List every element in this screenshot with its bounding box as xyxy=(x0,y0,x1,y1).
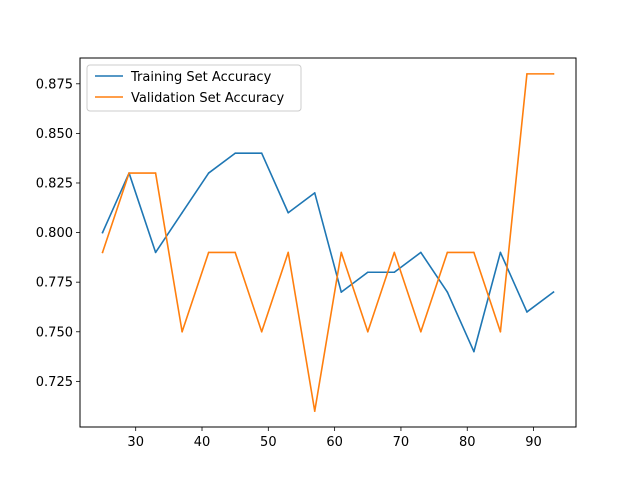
data-point xyxy=(234,152,236,155)
data-point xyxy=(446,251,449,254)
y-tick-label: 0.800 xyxy=(36,226,73,241)
data-point xyxy=(101,231,104,234)
data-point xyxy=(552,291,555,293)
legend-box xyxy=(86,64,302,112)
data-point xyxy=(473,251,475,254)
data-point xyxy=(154,172,157,174)
data-point xyxy=(393,271,396,274)
data-point xyxy=(366,271,369,274)
data-point xyxy=(207,251,210,254)
y-tick-label: 0.775 xyxy=(36,276,73,291)
x-tick-label: 90 xyxy=(525,435,542,450)
data-point xyxy=(260,330,263,333)
series-line-0 xyxy=(101,152,555,353)
data-point xyxy=(234,251,236,254)
data-point xyxy=(260,152,263,155)
x-tick-label: 60 xyxy=(326,435,343,450)
x-tick-label: 80 xyxy=(459,435,476,450)
data-point xyxy=(393,251,396,254)
data-point xyxy=(446,291,449,293)
data-point xyxy=(287,251,290,254)
data-point xyxy=(181,211,183,214)
series-layer xyxy=(101,73,555,412)
data-point xyxy=(207,172,210,174)
data-point xyxy=(366,330,369,333)
data-point xyxy=(499,330,502,333)
x-tick-label: 70 xyxy=(393,435,410,450)
series-line-1 xyxy=(101,73,555,412)
y-tick-label: 0.875 xyxy=(36,77,73,92)
data-point xyxy=(181,330,183,333)
y-tick-label: 0.725 xyxy=(36,375,73,390)
x-tick-label: 30 xyxy=(127,435,144,450)
legend-label-training: Training Set Accuracy xyxy=(130,70,272,85)
data-point xyxy=(499,251,502,254)
data-point xyxy=(128,172,130,174)
data-point xyxy=(526,311,528,313)
y-tick-label: 0.825 xyxy=(36,176,73,191)
legend: Training Set Accuracy Validation Set Acc… xyxy=(86,64,302,112)
data-point xyxy=(313,410,316,412)
y-tick-label: 0.850 xyxy=(36,127,73,142)
data-point xyxy=(287,211,290,214)
x-tick-label: 50 xyxy=(260,435,277,450)
data-point xyxy=(473,350,475,353)
data-point xyxy=(101,251,104,254)
legend-label-validation: Validation Set Accuracy xyxy=(131,91,284,106)
x-axis-ticks: 30 40 50 60 70 80 90 xyxy=(127,427,542,450)
axes-border xyxy=(79,57,577,428)
data-point xyxy=(313,192,316,194)
series-1 xyxy=(101,73,555,412)
y-tick-label: 0.750 xyxy=(36,325,73,340)
data-point xyxy=(340,251,343,254)
data-point xyxy=(526,73,528,75)
data-point xyxy=(420,330,422,333)
x-tick-label: 40 xyxy=(194,435,211,450)
data-point xyxy=(340,291,343,293)
data-point xyxy=(552,73,555,75)
data-point xyxy=(420,251,422,254)
y-axis-ticks: 0.725 0.750 0.775 0.800 0.825 0.850 0.875 xyxy=(36,77,80,390)
axes-frame xyxy=(79,57,577,428)
data-point xyxy=(154,251,157,254)
series-0 xyxy=(101,152,555,353)
